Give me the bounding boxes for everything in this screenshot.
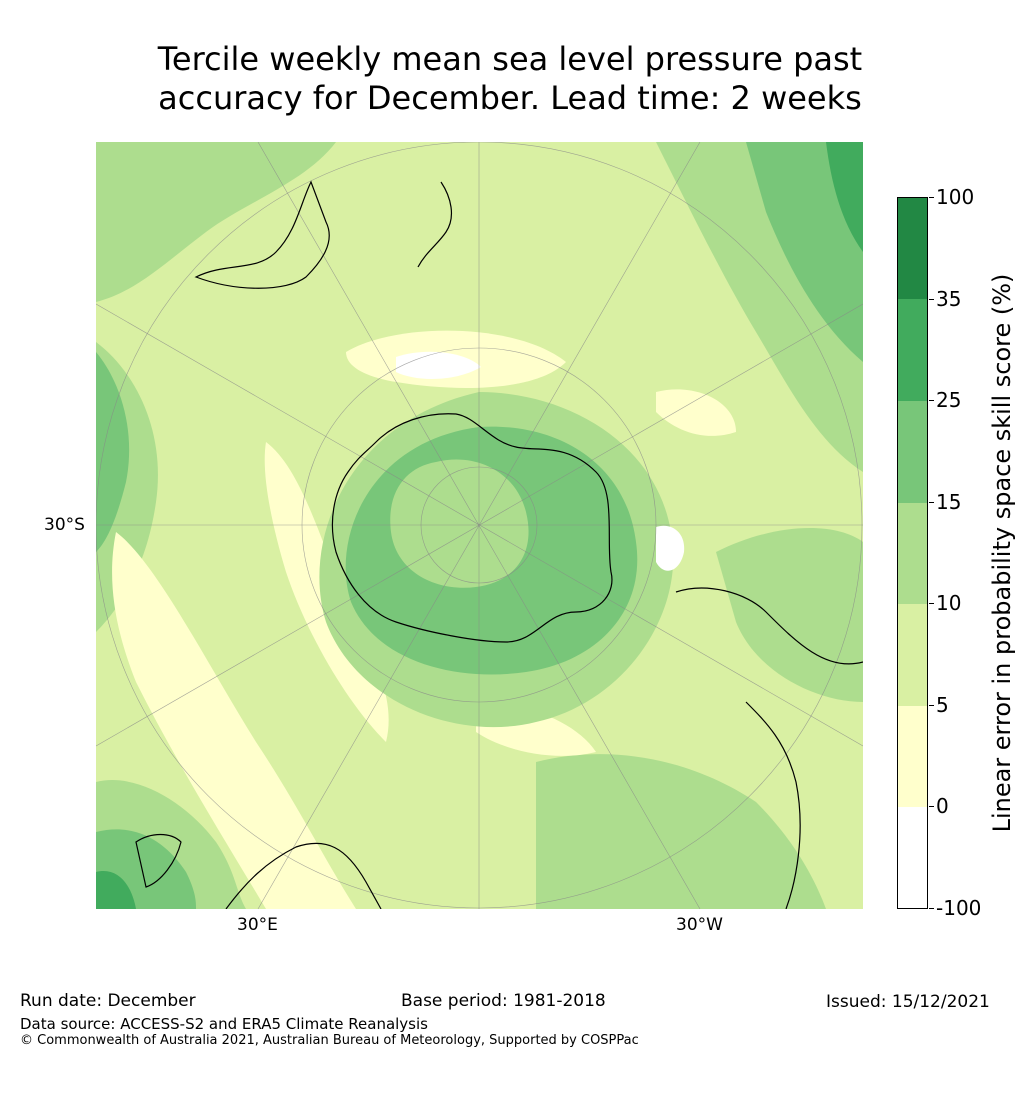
skill-region-e [716,528,863,702]
data-source: Data source: ACCESS-S2 and ERA5 Climate … [20,1015,428,1033]
skill-region-w-2 [96,352,130,552]
colorbar-bin-0-5 [898,706,927,807]
colorbar-title: Linear error in probability space skill … [988,273,1016,833]
colorbar-tick-label: 0 [936,794,949,818]
copyright: © Commonwealth of Australia 2021, Austra… [20,1033,639,1048]
skill-negative-patch-1 [396,351,481,379]
new-zealand-coast [417,181,453,268]
south-america-coast [675,587,863,665]
issued-date: Issued: 15/12/2021 [826,992,990,1012]
skill-region-ne-2 [746,142,863,362]
run-date: Run date: December [20,991,196,1011]
base-period: Base period: 1981-2018 [401,991,606,1011]
skill-negative-patch-2 [656,525,685,571]
colorbar-tick [929,502,934,503]
skill-region-se [536,754,826,909]
colorbar-bin-neg100-0 [898,807,927,908]
chart-title: Tercile weekly mean sea level pressure p… [0,40,1020,118]
colorbar [897,197,928,909]
skill-low-band-5 [656,389,736,436]
polar-map[interactable] [96,142,863,909]
africa-coast [225,842,382,909]
colorbar-tick [929,908,934,909]
latitude-label: 30°S [44,515,85,535]
colorbar-tick-label: -100 [936,896,982,920]
map-canvas [96,142,863,909]
colorbar-bin-35-100 [898,198,927,299]
colorbar-bin-10-15 [898,503,927,604]
title-line-1: Tercile weekly mean sea level pressure p… [157,40,863,78]
colorbar-tick [929,400,934,401]
madagascar-coast [135,833,182,888]
colorbar-bin-5-10 [898,604,927,706]
colorbar-tick-label: 25 [936,388,962,412]
colorbar-tick-label: 15 [936,490,962,514]
colorbar-tick [929,299,934,300]
antarctica-coast [331,413,613,643]
coastlines [135,180,863,909]
colorbar-tick [929,197,934,198]
south-america-coast-2 [745,701,801,909]
skill-core-plateau [390,459,529,588]
colorbar-tick [929,603,934,604]
colorbar-bin-25-35 [898,299,927,401]
title-line-2: accuracy for December. Lead time: 2 week… [158,79,862,117]
skill-region-sw-3 [96,871,136,909]
longitude-label-west: 30°W [676,915,723,935]
colorbar-tick [929,705,934,706]
colorbar-tick-label: 35 [936,287,962,311]
colorbar-tick-label: 10 [936,591,962,615]
colorbar-tick-label: 5 [936,693,949,717]
graticule [96,142,863,909]
colorbar-tick-label: 100 [936,185,975,209]
skill-low-band-1 [112,532,356,909]
colorbar-tick [929,806,934,807]
longitude-label-east: 30°E [237,915,278,935]
colorbar-bin-15-25 [898,401,927,503]
australia-coast [194,180,330,289]
skill-region-ne-3 [826,142,863,252]
skill-region-nw [96,142,336,302]
